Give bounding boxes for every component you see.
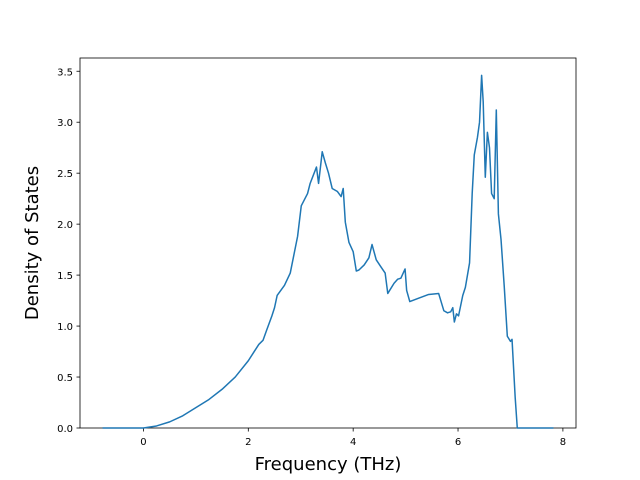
y-tick-label: 0.5 [57, 373, 73, 384]
y-tick-label: 1.0 [57, 322, 73, 333]
x-tick-label: 8 [560, 437, 566, 448]
x-tick-label: 6 [455, 437, 461, 448]
y-tick-label: 2.0 [57, 220, 73, 231]
y-tick-label: 1.5 [57, 271, 73, 282]
y-tick-label: 3.0 [57, 118, 73, 129]
x-axis-label: Frequency (THz) [255, 454, 402, 475]
plot-frame [79, 57, 577, 429]
x-tick-label: 2 [245, 437, 251, 448]
data-line [102, 74, 554, 429]
y-tick-label: 3.5 [57, 67, 73, 78]
y-axis-label: Density of States [22, 166, 43, 320]
x-tick-label: 4 [350, 437, 356, 448]
y-tick-label: 2.5 [57, 169, 73, 180]
x-tick-label: 0 [140, 437, 146, 448]
y-tick-label: 0.0 [57, 424, 73, 435]
